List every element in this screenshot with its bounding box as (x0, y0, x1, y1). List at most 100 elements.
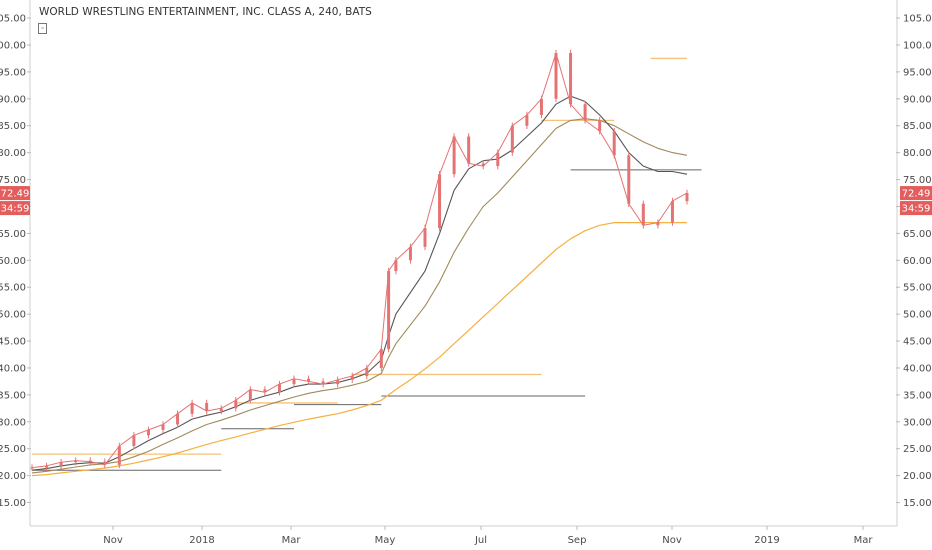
y-tick-label-left: 30.00 (0, 417, 26, 428)
candle-body (438, 174, 442, 229)
x-tick-label: Nov (662, 535, 682, 546)
candle-body (583, 104, 587, 121)
candle-body (146, 429, 150, 436)
y-axis-left: 15.00 20.00 25.00 30.00 35.00 40.00 45.00 50.00… (0, 14, 31, 509)
candle-body (452, 136, 456, 175)
candle-body (117, 446, 121, 465)
candle-body (336, 379, 340, 385)
candle-body (365, 367, 369, 377)
y-tick-label-left: 95.00 (0, 67, 26, 78)
y-tick-label-right: 65.00 (903, 229, 932, 240)
x-tick-label: 2018 (189, 535, 214, 546)
candle-body (525, 114, 529, 126)
candle-body (641, 203, 645, 226)
y-tick-label-left: 40.00 (0, 363, 26, 374)
candle-body (321, 381, 325, 385)
y-tick-label-right: 40.00 (903, 363, 932, 374)
x-tick-label: Mar (282, 535, 302, 546)
candle-body (670, 201, 674, 223)
y-tick-label-left: 65.00 (0, 229, 26, 240)
y-tick-label-left: 75.00 (0, 175, 26, 186)
ma-slow-line (31, 222, 687, 477)
candle-body (423, 228, 427, 247)
candle-body (481, 163, 485, 167)
current-price-label-right: 72.49 (902, 189, 931, 200)
y-tick-label-left: 60.00 (0, 256, 26, 267)
y-tick-label-right: 60.00 (903, 256, 932, 267)
candle-body (59, 462, 63, 466)
candle-body (554, 53, 558, 99)
y-tick-label-right: 45.00 (903, 337, 932, 348)
candle-body (248, 389, 252, 401)
countdown-label-right: 34:59 (902, 204, 931, 215)
y-tick-label-left: 50.00 (0, 310, 26, 321)
y-tick-label-left: 20.00 (0, 471, 26, 482)
candle-body (394, 260, 398, 272)
y-tick-label-left: 80.00 (0, 148, 26, 159)
y-tick-label-left: 105.00 (0, 14, 26, 25)
current-price-label-left: 72.49 (1, 189, 30, 200)
chart-series (30, 49, 689, 477)
y-axis-right: 15.00 20.00 25.00 30.00 35.00 40.00 45.00 50.00… (896, 14, 932, 509)
candle-body (103, 461, 107, 465)
candle-body (88, 460, 92, 462)
candle-body (234, 400, 238, 409)
y-tick-label-right: 25.00 (903, 444, 932, 455)
candle-body (387, 271, 391, 350)
x-tick-label: 2019 (754, 535, 779, 546)
candle-body (292, 378, 296, 385)
y-tick-label-left: 25.00 (0, 444, 26, 455)
y-tick-label-left: 35.00 (0, 390, 26, 401)
current-price-badge-left (0, 186, 30, 201)
candle-body (161, 424, 165, 430)
y-tick-label-right: 35.00 (903, 390, 932, 401)
x-tick-label: Nov (103, 535, 123, 546)
candle-body (74, 460, 78, 463)
x-tick-label: Jul (474, 535, 487, 546)
y-tick-label-right: 15.00 (903, 498, 932, 509)
y-tick-label-left: 55.00 (0, 283, 26, 294)
candle-body (539, 98, 543, 115)
y-tick-label-right: 20.00 (903, 471, 932, 482)
candle-body (132, 435, 136, 447)
candle-body (510, 125, 514, 153)
y-tick-label-right: 105.00 (903, 14, 932, 25)
x-tick-label: Sep (568, 535, 587, 546)
y-tick-label-right: 95.00 (903, 67, 932, 78)
price-levels (32, 57, 702, 471)
candle-body (685, 193, 689, 202)
y-tick-label-right: 55.00 (903, 283, 932, 294)
candle-body (190, 402, 194, 414)
ma-mid-line (31, 118, 688, 474)
candle-body (612, 131, 616, 156)
price-line (31, 52, 688, 469)
candle-body (176, 413, 180, 425)
candle-body (408, 246, 412, 261)
candle-body (30, 467, 34, 469)
y-tick-label-left: 85.00 (0, 121, 26, 132)
countdown-label-left: 34:59 (1, 204, 30, 215)
countdown-badge-right (900, 201, 932, 216)
candle-body (656, 222, 660, 226)
candle-body (627, 155, 631, 204)
y-tick-label-right: 80.00 (903, 148, 932, 159)
candle-body (350, 376, 354, 380)
y-tick-label-left: 45.00 (0, 337, 26, 348)
indicator-icon[interactable]: ▫ (38, 23, 47, 34)
candle-body (277, 384, 281, 393)
candle-body (205, 402, 209, 412)
candle-body (496, 152, 500, 167)
x-axis: Nov 2018 Mar May Jul Sep Nov 2019 Mar (103, 526, 873, 546)
plot-frame (29, 0, 898, 527)
candle-body (45, 465, 49, 468)
y-tick-label-right: 50.00 (903, 310, 932, 321)
candle-body (379, 349, 383, 368)
chart-title: WORLD WRESTLING ENTERTAINMENT, INC. CLAS… (39, 6, 372, 18)
y-tick-label-right: 75.00 (903, 175, 932, 186)
x-tick-label: Mar (854, 535, 874, 546)
y-tick-label-right: 30.00 (903, 417, 932, 428)
current-price-badge-right (900, 186, 932, 201)
candle-body (219, 408, 223, 412)
candle-body (569, 53, 573, 105)
